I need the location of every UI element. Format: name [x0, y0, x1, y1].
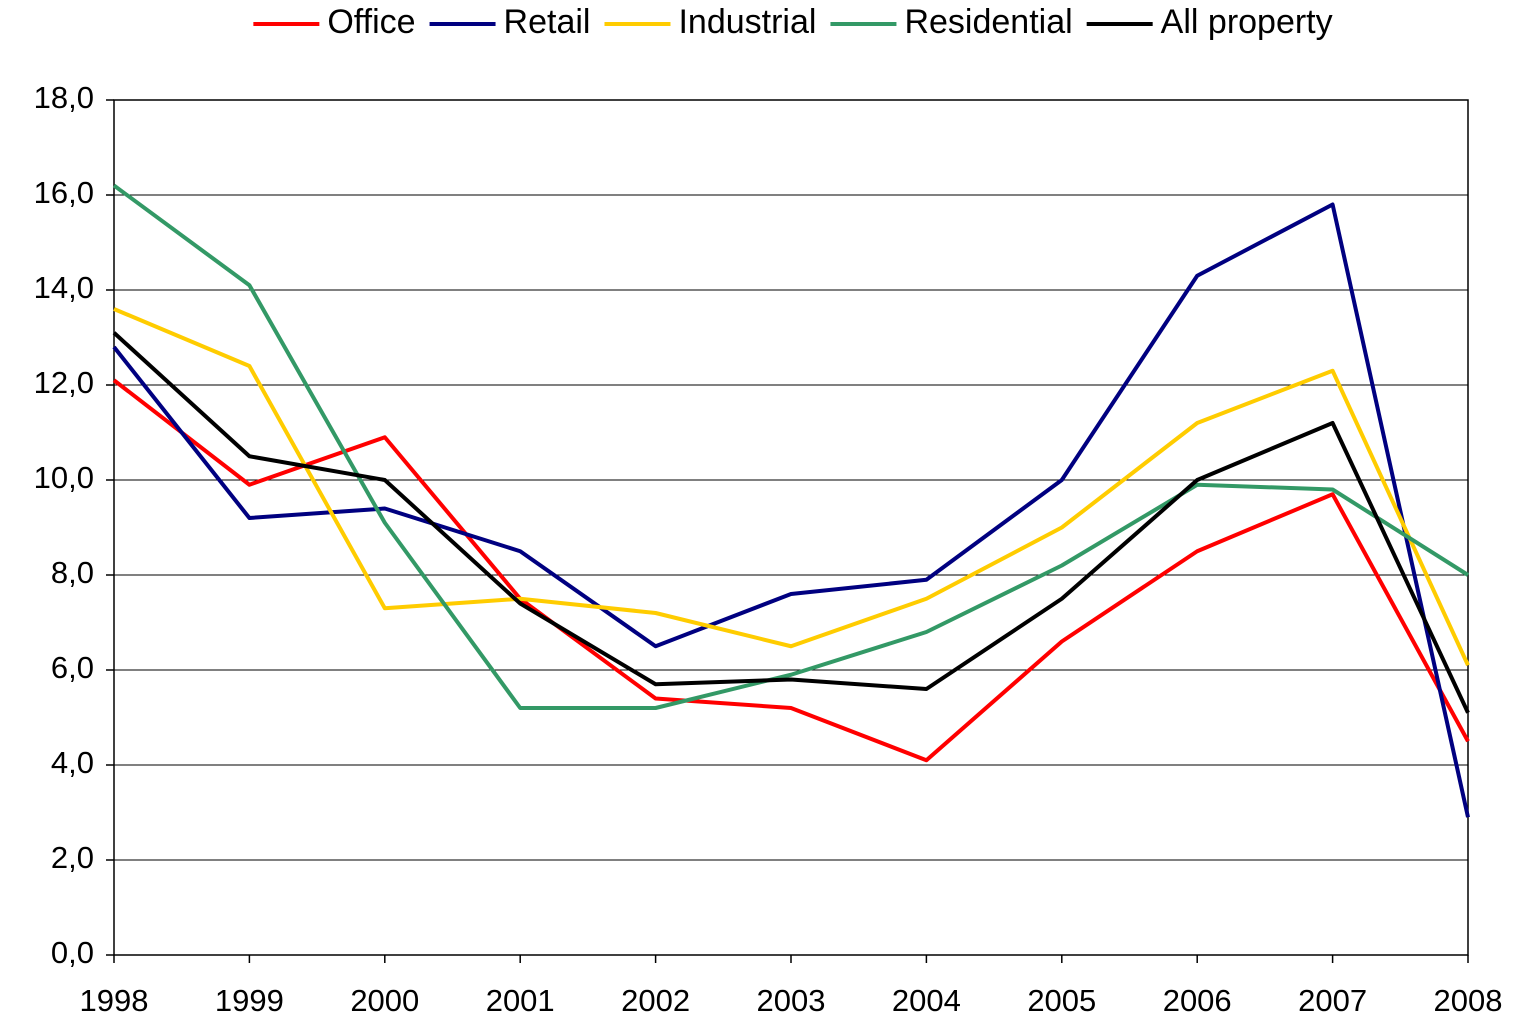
legend-label: Retail — [504, 3, 591, 41]
series-line — [112, 202, 1470, 818]
legend-label: Office — [327, 3, 415, 41]
y-tick-label: 10,0 — [34, 460, 94, 495]
x-tick-label: 2005 — [1027, 983, 1096, 1018]
legend: Office Retail Industrial Residential All pro… — [253, 3, 1333, 41]
legend-label: All property — [1161, 3, 1333, 41]
series-line — [113, 307, 1470, 667]
y-tick-label: 18,0 — [34, 80, 94, 115]
legend-label: Industrial — [678, 3, 816, 41]
x-tick-label: 2003 — [757, 983, 826, 1018]
x-tick-label: 2006 — [1163, 983, 1232, 1018]
x-tick-label: 2007 — [1298, 983, 1367, 1018]
series-line — [112, 331, 1470, 714]
x-tick-label: 2000 — [350, 983, 419, 1018]
series-line — [112, 183, 1470, 710]
x-tick-label: 2004 — [892, 983, 961, 1018]
x-tick-label: 1999 — [215, 983, 284, 1018]
x-tick-label: 2002 — [621, 983, 690, 1018]
plot-frame — [113, 99, 1469, 956]
x-tick-label: 2008 — [1434, 983, 1503, 1018]
y-tick-label: 12,0 — [34, 365, 94, 400]
x-tick-label: 2001 — [486, 983, 555, 1018]
y-tick-label: 0,0 — [51, 935, 94, 970]
y-tick-label: 6,0 — [51, 650, 94, 685]
y-tick-label: 8,0 — [51, 555, 94, 590]
y-tick-label: 2,0 — [51, 840, 94, 875]
x-tick-label: 1998 — [80, 983, 149, 1018]
y-tick-label: 4,0 — [51, 745, 94, 780]
series-line — [112, 378, 1470, 763]
y-tick-label: 16,0 — [34, 175, 94, 210]
legend-label: Residential — [904, 3, 1072, 41]
y-tick-label: 14,0 — [34, 270, 94, 305]
